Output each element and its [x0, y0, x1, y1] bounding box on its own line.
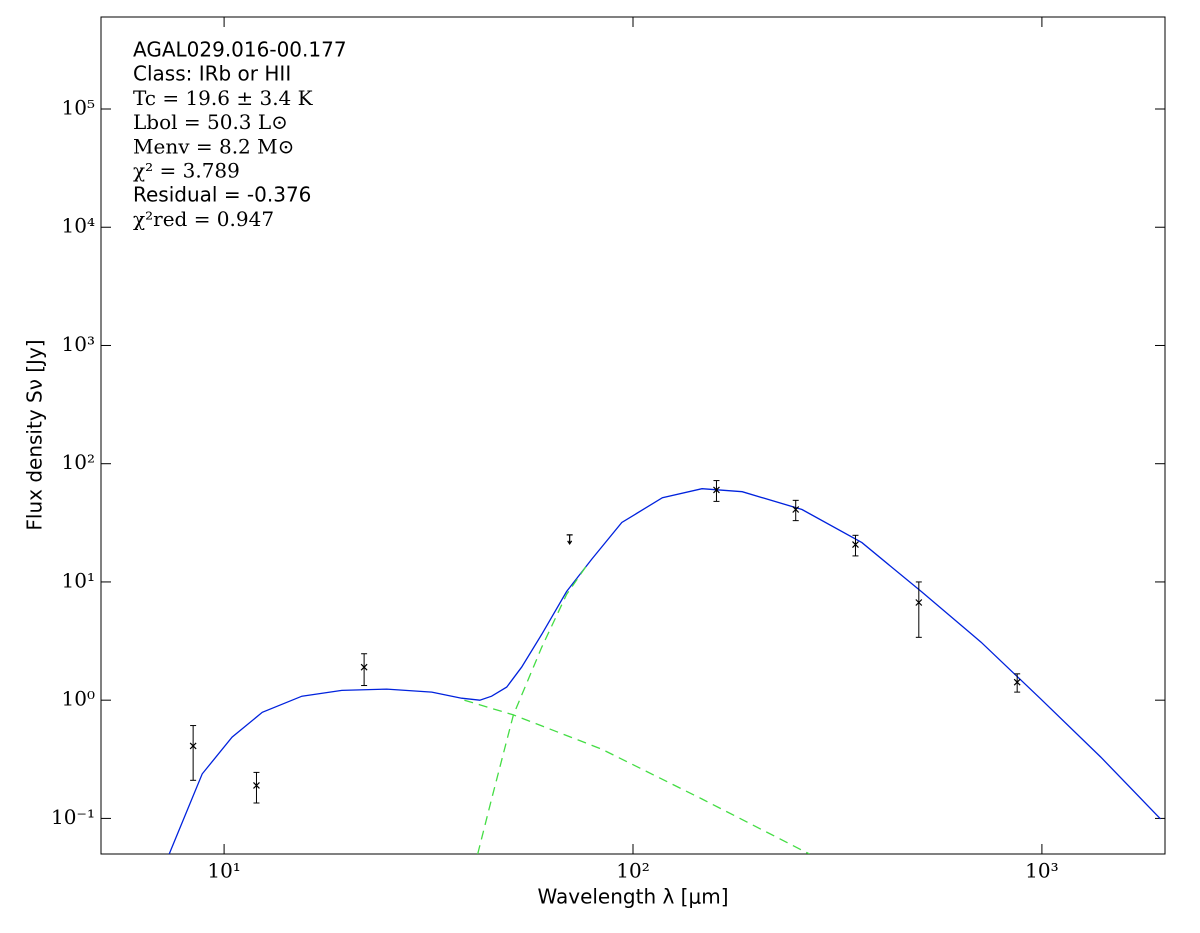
model-component — [477, 564, 588, 854]
error-bar — [915, 581, 922, 638]
data-point — [360, 663, 368, 671]
annotation: Residual = -0.376 — [133, 183, 311, 207]
model-component — [464, 699, 810, 854]
data-point — [189, 742, 197, 750]
annotation: Class: IRb or HII — [133, 62, 291, 86]
error-bar — [361, 653, 368, 687]
annotation: Menv = 8.2 M⊙ — [133, 134, 294, 158]
annotation: χ²red = 0.947 — [133, 207, 274, 231]
y-tick-label: 10³ — [62, 332, 95, 356]
annotation: Tc = 19.6 ± 3.4 K — [133, 86, 314, 110]
data-point — [792, 506, 800, 513]
plot-area — [168, 480, 1161, 854]
error-bar — [190, 725, 197, 781]
error-bar — [792, 499, 799, 522]
data-point — [713, 486, 720, 494]
data-point — [1013, 678, 1021, 686]
y-tick-label: 10⁰ — [62, 687, 95, 711]
x-tick-label: 10² — [616, 859, 649, 883]
error-bar — [713, 480, 720, 502]
annotation: AGAL029.016-00.177 — [133, 38, 347, 62]
model-curve — [168, 488, 1161, 854]
data-point — [915, 599, 923, 606]
upper-limit — [566, 534, 573, 545]
x-tick-label: 10¹ — [207, 859, 240, 883]
data-point — [852, 541, 859, 549]
error-bar — [253, 771, 260, 804]
x-axis-label: Wavelength λ [μm] — [537, 885, 728, 909]
x-tick-label: 10³ — [1025, 859, 1058, 883]
annotation: χ² = 3.789 — [133, 159, 240, 183]
y-tick-label: 10⁵ — [62, 96, 95, 120]
y-tick-label: 10² — [62, 450, 95, 474]
y-tick-label: 10⁻¹ — [51, 805, 95, 829]
error-bar — [852, 534, 859, 557]
y-tick-label: 10¹ — [62, 568, 95, 592]
y-tick-label: 10⁴ — [62, 214, 95, 238]
data-point — [253, 782, 260, 789]
y-axis-label: Flux density Sν [Jy] — [23, 339, 47, 530]
annotation: Lbol = 50.3 L⊙ — [133, 110, 288, 134]
